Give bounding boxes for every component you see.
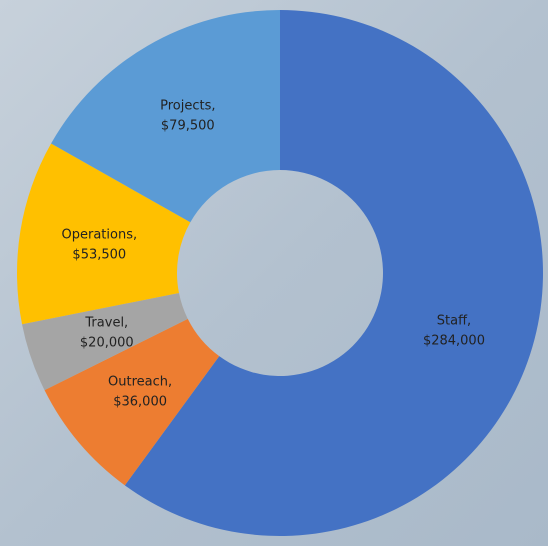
chart: Staff, $284,000 Outreach, $36,000 Travel, $20… [0,0,548,546]
page: Staff, $284,000 Outreach, $36,000 Travel, $20… [0,0,548,546]
slice-value-label: $53,500 [72,247,126,262]
slice-category-label: Staff, [437,313,471,328]
slice-category-label: Outreach, [108,374,172,389]
slice-value-label: $79,500 [161,118,215,133]
slice-value-label: $20,000 [80,336,134,351]
slice-category-label: Projects, [160,98,215,113]
slice-category-label: Travel, [84,316,128,331]
slice-category-label: Operations, [62,227,138,242]
slice-value-label: $36,000 [113,394,167,409]
slice-value-label: $284,000 [423,333,485,348]
